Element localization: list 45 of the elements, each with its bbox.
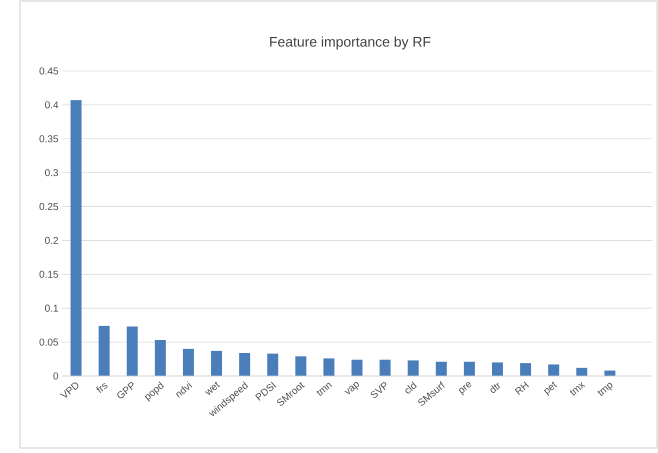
bar bbox=[352, 360, 363, 376]
y-tick-label: 0.2 bbox=[45, 236, 58, 244]
bar bbox=[211, 350, 222, 376]
x-tick-label: tmp bbox=[598, 382, 613, 396]
y-tick-label: 0.3 bbox=[45, 169, 58, 176]
bar bbox=[436, 362, 447, 376]
x-tick-label: frs bbox=[96, 383, 108, 394]
bar bbox=[126, 326, 138, 376]
bar bbox=[492, 362, 503, 376]
bar bbox=[323, 358, 334, 376]
bar bbox=[267, 354, 278, 376]
bar bbox=[548, 364, 560, 376]
x-tick-label: ndvi bbox=[176, 381, 192, 398]
bar bbox=[464, 362, 475, 376]
y-tick-label: 0.35 bbox=[39, 135, 58, 142]
chart-title: Feature importance by RF bbox=[270, 36, 430, 50]
x-tick-label: GPP bbox=[117, 382, 134, 398]
bar bbox=[576, 368, 588, 376]
y-tick-label: 0.15 bbox=[39, 270, 58, 278]
x-tick-label: dtr bbox=[490, 382, 500, 393]
y-tick-label: 0.1 bbox=[45, 304, 58, 312]
bar bbox=[154, 340, 166, 376]
bar bbox=[408, 360, 419, 376]
y-tick-label: 0.25 bbox=[39, 203, 58, 210]
x-tick-label: pet bbox=[544, 382, 558, 396]
bar bbox=[520, 363, 532, 376]
y-tick-label: 0 bbox=[53, 372, 58, 380]
x-tick-label: RH bbox=[514, 381, 529, 395]
x-tick-label: SVP bbox=[370, 382, 386, 398]
x-tick-label: cld bbox=[405, 381, 417, 394]
bar bbox=[239, 352, 250, 376]
x-tick-label: tmn bbox=[316, 382, 332, 396]
x-tick-label: tmx bbox=[570, 382, 586, 396]
x-tick-label: vap bbox=[344, 382, 359, 394]
y-tick-label: 0.05 bbox=[39, 338, 58, 346]
bar bbox=[380, 360, 391, 376]
bar bbox=[70, 100, 82, 376]
y-tick-label: 0.4 bbox=[45, 101, 58, 108]
bar bbox=[295, 356, 306, 376]
bar bbox=[98, 326, 110, 376]
bar bbox=[182, 348, 194, 376]
bar bbox=[604, 370, 616, 376]
x-tick-label: pre bbox=[458, 382, 472, 396]
x-tick-label: VPD bbox=[60, 382, 78, 398]
y-tick-label: 0.45 bbox=[39, 67, 58, 75]
